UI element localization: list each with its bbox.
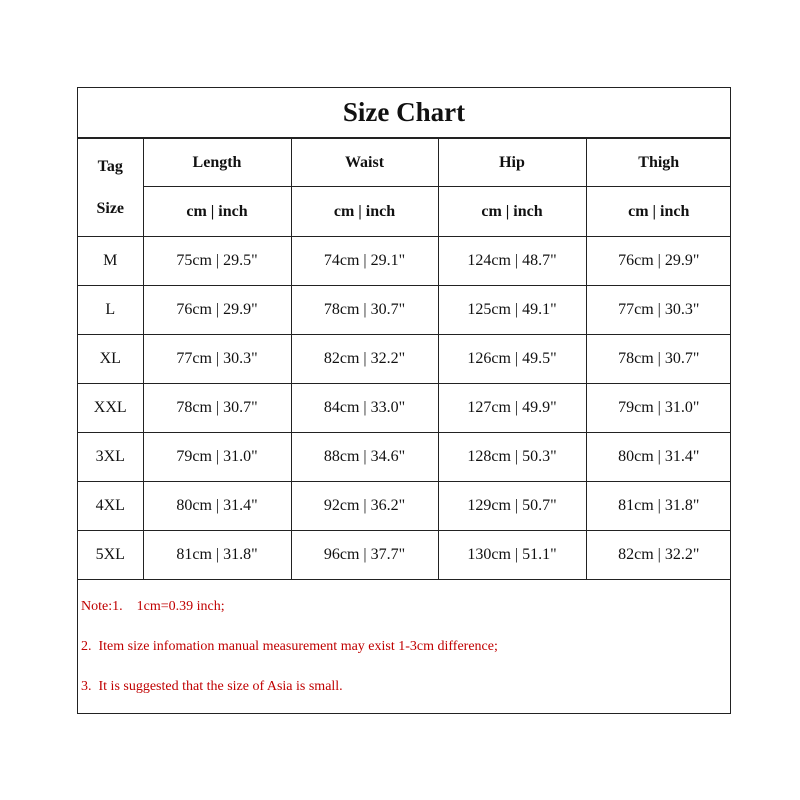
measurement-cell: 80cm | 31.4" [142, 481, 292, 531]
table-row: XXL 78cm | 30.7" 84cm | 33.0" 127cm | 49.9"… [78, 383, 731, 433]
note-2: 2. Item size infomation manual measureme… [81, 639, 498, 654]
measurement-cell: 130cm | 51.1" [437, 530, 587, 580]
table-row: L 76cm | 29.9" 78cm | 30.7" 125cm | 49.1" 77… [78, 285, 731, 335]
column-header-length: Length [142, 138, 292, 187]
measurement-cell: 92cm | 36.2" [290, 481, 439, 531]
measurement-cell: 88cm | 34.6" [290, 432, 439, 482]
size-chart: Size Chart Tag Size Length Waist Hip Thi… [77, 87, 731, 714]
measurement-cell: 74cm | 29.1" [290, 236, 439, 286]
measurement-cell: 81cm | 31.8" [142, 530, 292, 580]
size-cell: 5XL [78, 530, 144, 580]
size-cell: XXL [78, 383, 144, 433]
table-row: 4XL 80cm | 31.4" 92cm | 36.2" 129cm | 50.7"… [78, 481, 731, 531]
size-table: Tag Size Length Waist Hip Thigh cm | inc… [78, 138, 731, 580]
measurement-cell: 127cm | 49.9" [437, 383, 587, 433]
measurement-cell: 82cm | 32.2" [290, 334, 439, 384]
tag-label: Tag [97, 157, 123, 175]
size-cell: 3XL [78, 432, 144, 482]
unit-label: cm | inch [143, 186, 292, 237]
measurement-cell: 124cm | 48.7" [437, 236, 587, 286]
measurement-cell: 82cm | 32.2" [585, 530, 731, 580]
measurement-cell: 76cm | 29.9" [142, 285, 292, 335]
column-header-thigh: Thigh [585, 138, 731, 187]
measurement-cell: 96cm | 37.7" [290, 530, 439, 580]
size-cell: 4XL [78, 481, 144, 531]
tag-size-header: Tag Size [78, 138, 144, 237]
measurement-cell: 78cm | 30.7" [585, 334, 731, 384]
note-1: Note:1. 1cm=0.39 inch; [81, 599, 225, 614]
measurement-cell: 77cm | 30.3" [585, 285, 731, 335]
page-title: Size Chart [78, 88, 730, 138]
size-label: Size [96, 199, 125, 217]
size-cell: L [78, 285, 144, 335]
size-cell: M [78, 236, 144, 286]
measurement-cell: 84cm | 33.0" [290, 383, 439, 433]
measurement-cell: 79cm | 31.0" [142, 432, 292, 482]
unit-label: cm | inch [585, 186, 731, 237]
measurement-cell: 125cm | 49.1" [437, 285, 587, 335]
unit-label: cm | inch [437, 186, 587, 237]
size-cell: XL [78, 334, 144, 384]
measurement-cell: 75cm | 29.5" [142, 236, 292, 286]
measurement-cell: 129cm | 50.7" [437, 481, 587, 531]
table-row: 5XL 81cm | 31.8" 96cm | 37.7" 130cm | 51.1"… [78, 530, 731, 580]
column-header-hip: Hip [437, 138, 587, 187]
table-row: M 75cm | 29.5" 74cm | 29.1" 124cm | 48.7" 76… [78, 236, 731, 286]
table-row: XL 77cm | 30.3" 82cm | 32.2" 126cm | 49.5" 7… [78, 334, 731, 384]
measurement-cell: 79cm | 31.0" [585, 383, 731, 433]
measurement-cell: 78cm | 30.7" [142, 383, 292, 433]
measurement-cell: 81cm | 31.8" [585, 481, 731, 531]
notes: Note:1. 1cm=0.39 inch; 2. Item size info… [78, 587, 730, 707]
measurement-cell: 77cm | 30.3" [142, 334, 292, 384]
note-3: 3. It is suggested that the size of Asia… [81, 679, 343, 694]
measurement-cell: 78cm | 30.7" [290, 285, 439, 335]
measurement-cell: 80cm | 31.4" [585, 432, 731, 482]
measurement-cell: 128cm | 50.3" [437, 432, 587, 482]
unit-label: cm | inch [290, 186, 439, 237]
column-header-waist: Waist [290, 138, 439, 187]
table-row: 3XL 79cm | 31.0" 88cm | 34.6" 128cm | 50.3"… [78, 432, 731, 482]
measurement-cell: 76cm | 29.9" [585, 236, 731, 286]
measurement-cell: 126cm | 49.5" [437, 334, 587, 384]
